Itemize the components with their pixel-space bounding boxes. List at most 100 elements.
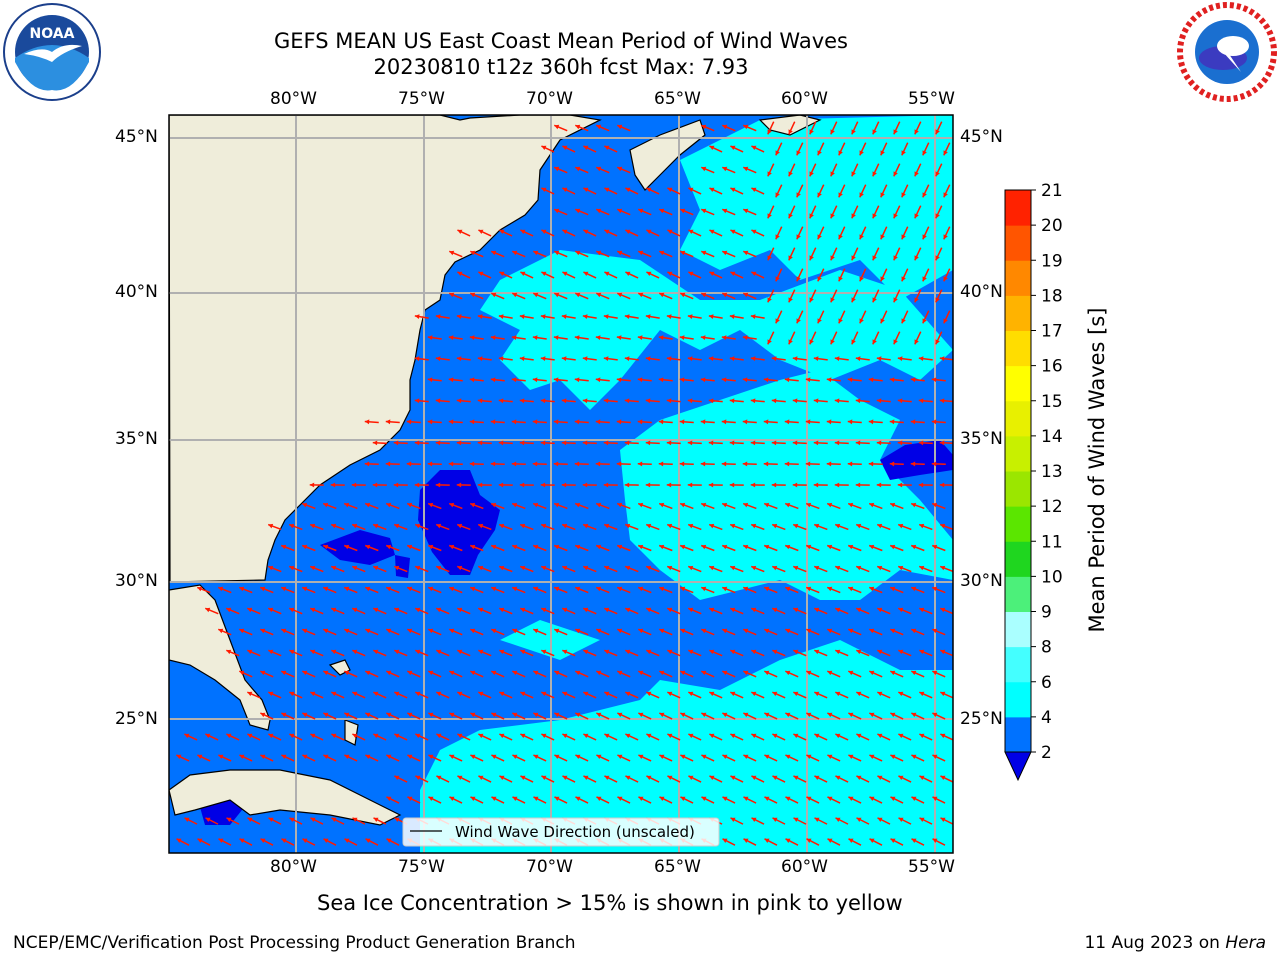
lon-label-bottom-55w: 55°W bbox=[908, 857, 955, 877]
wave-direction-arrowhead bbox=[922, 318, 927, 324]
wave-direction-arrowhead bbox=[889, 461, 895, 467]
wave-direction-arrowhead bbox=[603, 314, 609, 319]
wave-direction-arrowhead bbox=[477, 440, 483, 446]
wave-direction-arrowhead bbox=[943, 234, 948, 240]
wave-direction-arrowhead bbox=[890, 586, 896, 592]
wave-direction-arrowhead bbox=[687, 314, 693, 319]
wave-direction-arrowhead bbox=[751, 649, 757, 655]
wave-direction-arrowhead bbox=[659, 208, 665, 214]
wave-direction-arrowhead bbox=[771, 440, 777, 446]
wave-direction-arrowhead bbox=[281, 838, 287, 843]
wave-direction-arrowhead bbox=[667, 271, 673, 277]
wave-direction-arrowhead bbox=[428, 544, 434, 550]
wave-direction-arrowhead bbox=[939, 398, 945, 404]
wave-direction-arrowhead bbox=[344, 670, 350, 676]
wave-direction-arrowhead bbox=[918, 440, 924, 446]
wave-direction-arrowhead bbox=[877, 649, 883, 655]
wave-direction-arrowhead bbox=[226, 733, 232, 739]
wave-direction-arrowhead bbox=[512, 754, 518, 760]
wave-direction-arrowhead bbox=[872, 339, 877, 345]
wave-direction-arrowhead bbox=[638, 796, 644, 802]
wave-direction-arrowhead bbox=[554, 502, 560, 508]
wave-direction-arrowhead bbox=[827, 754, 833, 760]
wave-direction-arrowhead bbox=[352, 523, 358, 529]
wave-direction-arrowhead bbox=[638, 586, 644, 592]
wave-direction-arrowhead bbox=[935, 213, 940, 219]
wave-direction-arrowhead bbox=[943, 150, 948, 156]
wave-direction-arrowhead bbox=[218, 838, 224, 843]
wave-direction-arrowhead bbox=[767, 171, 772, 177]
wave-direction-arrowhead bbox=[638, 292, 644, 298]
wave-direction-arrowhead bbox=[813, 398, 819, 404]
wave-direction-arrowhead bbox=[730, 817, 736, 822]
wave-direction-arrowhead bbox=[646, 733, 652, 739]
wave-direction-arrowhead bbox=[901, 318, 906, 324]
wave-direction-arrowhead bbox=[499, 271, 505, 277]
wave-direction-arrowhead bbox=[898, 649, 904, 655]
wave-direction-arrowhead bbox=[877, 733, 883, 739]
wave-direction-arrowhead bbox=[239, 670, 245, 676]
colorbar-swatch bbox=[1005, 576, 1031, 612]
wave-direction-arrowhead bbox=[239, 628, 245, 634]
wave-direction-arrowhead bbox=[435, 356, 441, 362]
land-mass bbox=[169, 115, 822, 826]
wave-direction-arrowhead bbox=[386, 712, 392, 718]
wave-direction-arrowhead bbox=[785, 754, 791, 760]
wave-direction-arrowhead bbox=[554, 628, 560, 634]
wave-direction-arrowhead bbox=[457, 691, 463, 697]
wave-direction-arrowhead bbox=[772, 817, 778, 822]
wave-direction-arrowhead bbox=[785, 796, 791, 802]
lon-label-top-60w: 60°W bbox=[781, 89, 828, 109]
wave-direction-arrowhead bbox=[658, 335, 664, 341]
wave-direction-arrowhead bbox=[784, 377, 790, 383]
wave-direction-arrowhead bbox=[617, 208, 623, 214]
wave-direction-arrowhead bbox=[834, 398, 840, 404]
wave-direction-arrowhead bbox=[817, 150, 822, 156]
wave-direction-arrowhead bbox=[772, 607, 778, 613]
wave-direction-arrowhead bbox=[435, 398, 441, 404]
wave-direction-arrowhead bbox=[940, 607, 946, 613]
wave-direction-arrowhead bbox=[520, 271, 526, 277]
wave-direction-arrowhead bbox=[827, 796, 833, 802]
wave-direction-arrowhead bbox=[646, 649, 652, 655]
wave-direction-arrowhead bbox=[352, 565, 358, 571]
wave-direction-arrowhead bbox=[457, 565, 463, 571]
wave-direction-arrowhead bbox=[617, 670, 623, 676]
wave-direction-arrowhead bbox=[785, 712, 791, 718]
wave-direction-arrowhead bbox=[575, 670, 581, 676]
wave-direction-arrowhead bbox=[596, 586, 602, 592]
wave-direction-arrowhead bbox=[848, 838, 854, 843]
wave-direction-arrowhead bbox=[323, 628, 329, 634]
wave-direction-arrowhead bbox=[331, 817, 337, 822]
wave-direction-arrowhead bbox=[646, 229, 652, 235]
wave-direction-arrowhead bbox=[561, 482, 567, 488]
wave-direction-arrowhead bbox=[260, 754, 266, 760]
wave-direction-arrowhead bbox=[184, 733, 190, 739]
wave-direction-arrowhead bbox=[911, 754, 917, 760]
nws-logo bbox=[1177, 2, 1277, 102]
wave-direction-arrowhead bbox=[582, 398, 588, 404]
wave-direction-arrowhead bbox=[478, 229, 484, 235]
lon-label-bottom-80w: 80°W bbox=[270, 857, 317, 877]
wave-direction-arrowhead bbox=[226, 649, 232, 655]
wave-direction-arrowhead bbox=[722, 544, 728, 550]
wave-direction-arrowhead bbox=[436, 775, 442, 781]
wave-direction-arrowhead bbox=[751, 187, 757, 193]
wave-direction-arrowhead bbox=[932, 754, 938, 760]
wave-direction-arrowhead bbox=[680, 292, 686, 298]
wave-direction-arrowhead bbox=[470, 796, 476, 802]
wave-direction-arrowhead bbox=[688, 607, 694, 613]
wave-direction-arrowhead bbox=[372, 440, 378, 446]
wave-direction-arrowhead bbox=[793, 733, 799, 739]
wave-direction-arrowhead bbox=[302, 544, 308, 550]
wave-direction-arrowhead bbox=[583, 691, 589, 697]
wave-direction-arrowhead bbox=[268, 649, 274, 655]
wave-direction-arrowhead bbox=[595, 461, 601, 467]
wave-direction-arrowhead bbox=[512, 628, 518, 634]
wave-direction-arrowhead bbox=[617, 586, 623, 592]
wave-direction-arrowhead bbox=[414, 398, 420, 404]
wave-direction-arrowhead bbox=[499, 607, 505, 613]
colorbar-tick-label: 6 bbox=[1041, 673, 1052, 693]
wave-direction-arrowhead bbox=[646, 565, 652, 571]
wave-direction-arrowhead bbox=[553, 335, 559, 341]
